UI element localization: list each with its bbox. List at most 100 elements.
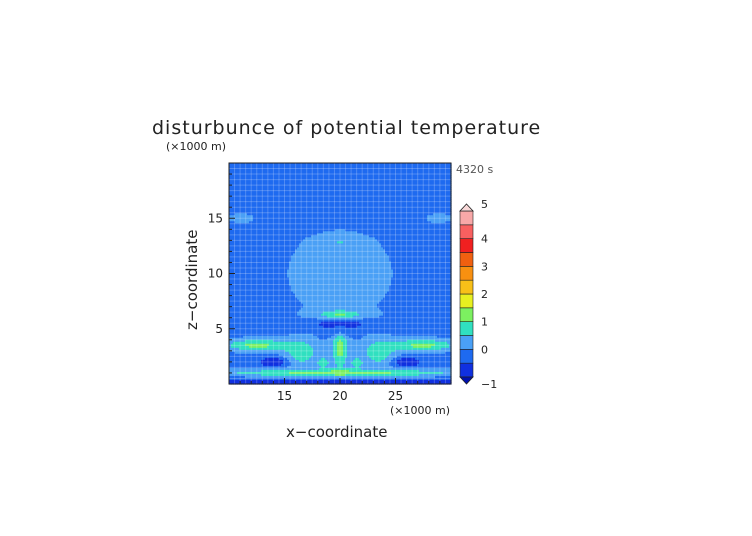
- field-cell: [439, 239, 442, 242]
- field-cell: [261, 241, 264, 244]
- field-cell: [343, 181, 346, 184]
- field-cell: [285, 239, 288, 242]
- field-cell: [257, 251, 260, 255]
- field-cell: [389, 197, 392, 200]
- field-cell: [329, 173, 332, 176]
- field-cell: [317, 251, 320, 255]
- field-cell: [335, 195, 338, 198]
- field-cell: [397, 165, 400, 168]
- field-cell: [391, 195, 394, 198]
- field-cell: [421, 181, 424, 184]
- field-cell: [275, 165, 278, 168]
- field-cell: [375, 171, 378, 174]
- field-cell: [289, 225, 292, 228]
- field-cell: [313, 199, 316, 202]
- field-cell: [321, 169, 324, 172]
- field-cell: [407, 177, 410, 180]
- field-cell: [351, 183, 354, 186]
- field-cell: [371, 249, 374, 252]
- field-cell: [385, 215, 388, 218]
- field-cell: [269, 217, 272, 220]
- field-cell: [269, 165, 272, 168]
- field-cell: [339, 221, 342, 224]
- field-cell: [449, 189, 452, 192]
- field-cell: [411, 249, 414, 252]
- field-cell: [355, 213, 358, 216]
- field-cell: [247, 173, 250, 176]
- field-cell: [259, 211, 262, 214]
- field-cell: [241, 239, 244, 242]
- field-cell: [393, 163, 396, 166]
- field-cell: [285, 183, 288, 186]
- field-cell: [345, 207, 348, 210]
- field-cell: [423, 163, 426, 166]
- field-cell: [331, 177, 334, 180]
- field-cell: [235, 205, 238, 208]
- field-cell: [321, 177, 324, 180]
- field-cell: [269, 237, 272, 240]
- field-cell: [253, 231, 256, 234]
- field-cell: [245, 187, 248, 190]
- field-cell: [435, 193, 438, 196]
- field-cell: [309, 195, 312, 198]
- field-cell: [251, 217, 254, 220]
- field-cell: [377, 197, 380, 200]
- field-cell: [409, 195, 412, 198]
- field-cell: [341, 163, 344, 166]
- field-cell: [279, 205, 282, 208]
- field-cell: [241, 201, 244, 204]
- field-cell: [269, 203, 272, 206]
- field-cell: [373, 249, 376, 252]
- field-cell: [329, 167, 332, 170]
- field-cell: [229, 197, 232, 200]
- field-cell: [379, 235, 382, 238]
- field-cell: [445, 213, 448, 216]
- field-cell: [345, 191, 348, 194]
- field-cell: [399, 245, 402, 248]
- field-cell: [321, 201, 324, 204]
- field-cell: [359, 209, 362, 212]
- field-cell: [263, 223, 266, 226]
- field-cell: [233, 169, 236, 172]
- field-cell: [381, 183, 384, 186]
- field-cell: [333, 185, 336, 188]
- field-cell: [329, 185, 332, 188]
- field-cell: [273, 219, 276, 222]
- field-cell: [413, 171, 416, 174]
- field-cell: [429, 185, 432, 188]
- field-cell: [313, 187, 316, 190]
- field-cell: [261, 217, 264, 220]
- field-cell: [247, 207, 250, 210]
- field-cell: [307, 177, 310, 180]
- field-cell: [261, 201, 264, 204]
- field-cell: [307, 225, 310, 228]
- field-cell: [447, 231, 450, 234]
- field-cell: [437, 221, 440, 224]
- field-cell: [301, 207, 304, 210]
- field-cell: [339, 243, 342, 246]
- field-cell: [415, 177, 418, 180]
- field-cell: [331, 245, 334, 248]
- field-cell: [271, 249, 274, 252]
- field-cell: [275, 241, 278, 244]
- field-cell: [241, 225, 244, 228]
- field-cell: [413, 209, 416, 212]
- field-cell: [277, 195, 280, 198]
- field-cell: [231, 213, 234, 216]
- field-cell: [381, 219, 384, 222]
- field-cell: [373, 217, 376, 220]
- field-cell: [419, 241, 422, 244]
- field-cell: [381, 207, 384, 210]
- field-cell: [335, 193, 338, 196]
- field-cell: [343, 243, 346, 246]
- field-cell: [419, 171, 422, 174]
- field-cell: [385, 233, 388, 236]
- field-cell: [301, 219, 304, 222]
- field-cell: [261, 203, 264, 206]
- field-cell: [383, 177, 386, 180]
- field-cell: [369, 227, 372, 230]
- field-cell: [443, 179, 446, 182]
- field-cell: [319, 221, 322, 224]
- field-cell: [275, 221, 278, 224]
- field-cell: [447, 241, 450, 244]
